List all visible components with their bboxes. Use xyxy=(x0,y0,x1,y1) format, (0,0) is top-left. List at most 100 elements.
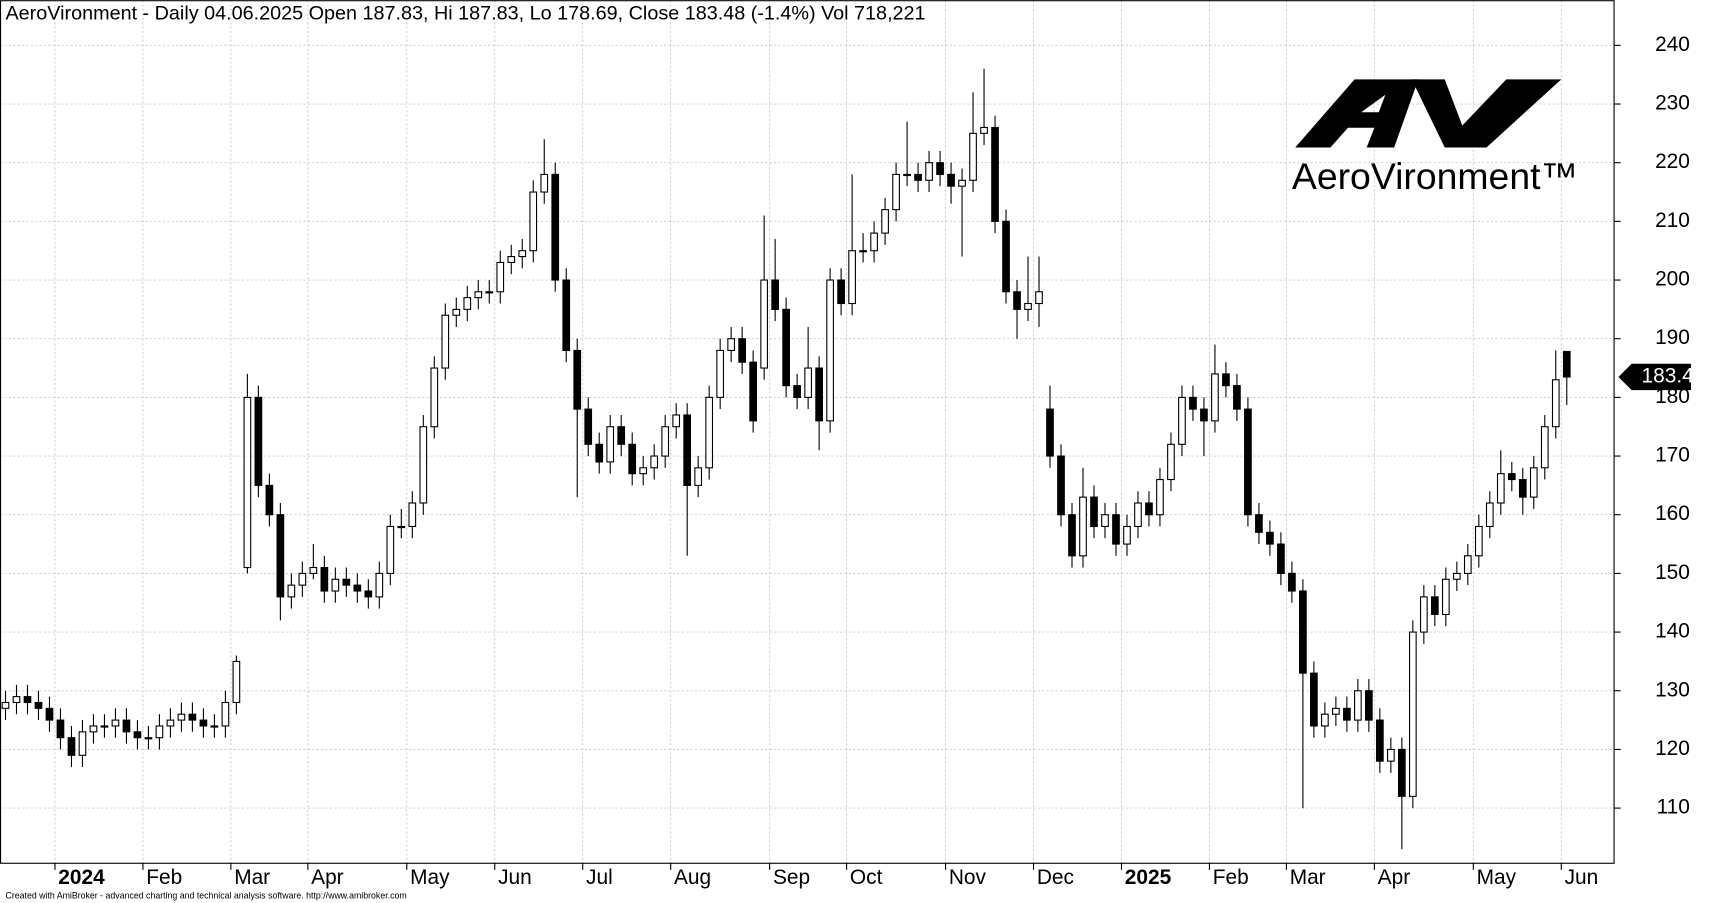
candle-body xyxy=(1123,525,1131,545)
candle-body xyxy=(155,725,164,739)
candle-body xyxy=(628,443,637,475)
candle-body xyxy=(958,179,966,187)
candle-body xyxy=(837,279,845,305)
candle-body xyxy=(738,338,747,363)
candle-body xyxy=(1266,531,1274,545)
candle-body xyxy=(815,367,823,422)
candle-body xyxy=(1167,443,1175,481)
candle-body xyxy=(45,707,54,721)
y-tick-label: 130 xyxy=(1655,678,1690,701)
candle-body xyxy=(826,279,834,422)
candle-body xyxy=(276,514,285,598)
candle-body xyxy=(496,261,505,293)
x-tick-label: 2024 xyxy=(58,866,105,889)
candle-body xyxy=(1222,373,1230,387)
grid xyxy=(0,0,1615,864)
x-tick-label: Jul xyxy=(586,866,613,889)
y-tick-label: 160 xyxy=(1655,502,1690,525)
x-tick-label: May xyxy=(410,866,450,889)
candle-body xyxy=(1134,502,1142,528)
candle-body xyxy=(925,162,933,181)
candle-body xyxy=(914,173,922,181)
x-tick-label: Apr xyxy=(1378,866,1411,889)
candle-body xyxy=(221,701,230,727)
x-tick-label: Mar xyxy=(1290,866,1326,889)
y-tick-label: 230 xyxy=(1655,92,1690,115)
candle-body xyxy=(980,126,988,134)
x-tick-label: Oct xyxy=(850,866,883,889)
x-tick-label: Nov xyxy=(949,866,987,889)
candle-body xyxy=(474,291,483,299)
candle-body xyxy=(1035,291,1043,305)
candle-body xyxy=(430,367,439,428)
candle-body xyxy=(672,414,681,428)
x-tick-label: Sep xyxy=(773,866,810,889)
candle-body xyxy=(1321,713,1329,727)
candle-body xyxy=(1518,478,1527,498)
candle-body xyxy=(1101,514,1109,528)
candle-body xyxy=(144,737,153,740)
candle-body xyxy=(199,719,208,727)
candle-body xyxy=(452,308,461,316)
candle-body xyxy=(122,719,131,733)
candle-body xyxy=(353,584,362,592)
candle-body xyxy=(1430,596,1439,616)
candle-body xyxy=(265,484,274,516)
candle-body xyxy=(562,279,571,351)
candle-body xyxy=(419,426,428,504)
candle-body xyxy=(1376,719,1384,762)
candle-body xyxy=(1,701,10,709)
candle-body xyxy=(1419,596,1428,633)
candle-body xyxy=(408,502,417,528)
candle-body xyxy=(1145,502,1153,516)
candle-body xyxy=(1540,426,1549,469)
candle-body xyxy=(111,719,120,727)
candle-body xyxy=(903,173,911,177)
y-tick-label: 240 xyxy=(1655,33,1690,56)
candle-body xyxy=(1474,525,1483,557)
candle-body xyxy=(617,426,626,445)
candle-body xyxy=(1332,707,1340,715)
candle-body xyxy=(298,572,307,586)
logo-text: AeroVironment™ xyxy=(1292,155,1578,197)
candle-body xyxy=(287,584,296,598)
last-price-label: 183.48 xyxy=(1641,364,1705,387)
candle-body xyxy=(782,308,790,387)
candle-body xyxy=(441,314,450,369)
candles xyxy=(1,68,1571,850)
candle-body xyxy=(573,349,582,410)
candle-body xyxy=(210,725,219,728)
candle-body xyxy=(375,572,384,598)
candle-body xyxy=(870,232,878,252)
candle-body xyxy=(397,525,406,529)
chart-title: AeroVironment - Daily 04.06.2025 Open 18… xyxy=(5,3,925,25)
plot-frame xyxy=(0,0,1615,864)
logo-v xyxy=(1411,79,1562,148)
candle-body xyxy=(254,396,263,486)
x-tick-label: Mar xyxy=(234,866,270,889)
x-tick-label: May xyxy=(1477,866,1517,889)
candle-body xyxy=(1463,555,1472,574)
candle-body xyxy=(1079,496,1087,557)
candle-body xyxy=(1277,543,1285,574)
candle-body xyxy=(1057,455,1065,516)
candle-body xyxy=(386,525,395,574)
candle-body xyxy=(551,173,560,281)
candle-body xyxy=(936,162,944,175)
candle-body xyxy=(34,701,43,709)
candle-body xyxy=(67,737,76,756)
candle-body xyxy=(1452,572,1461,580)
candle-body xyxy=(859,250,867,253)
y-tick-label: 180 xyxy=(1655,385,1690,408)
candle-body xyxy=(331,578,340,592)
candle-body xyxy=(1562,350,1571,378)
candle-body xyxy=(1398,748,1406,797)
x-tick-label: Feb xyxy=(1213,866,1249,889)
x-tick-label: Feb xyxy=(146,866,182,889)
y-tick-label: 140 xyxy=(1655,620,1690,643)
candle-body xyxy=(12,696,21,704)
candle-body xyxy=(166,719,175,727)
candle-body xyxy=(650,455,659,469)
